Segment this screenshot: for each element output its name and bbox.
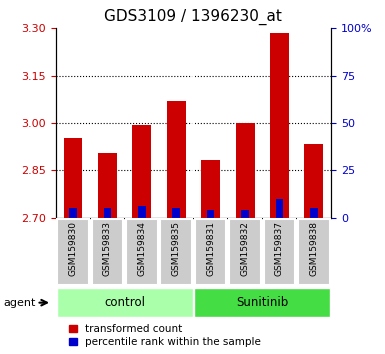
FancyBboxPatch shape	[298, 219, 330, 285]
Bar	[276, 199, 283, 218]
Bar	[132, 125, 151, 218]
Bar	[69, 208, 77, 218]
Text: control: control	[104, 296, 145, 309]
Text: GSM159831: GSM159831	[206, 221, 215, 276]
Bar	[104, 208, 111, 218]
Text: GSM159833: GSM159833	[103, 221, 112, 276]
FancyBboxPatch shape	[229, 219, 261, 285]
Legend: transformed count, percentile rank within the sample: transformed count, percentile rank withi…	[69, 324, 261, 347]
Bar	[270, 33, 289, 218]
Bar	[98, 153, 117, 218]
Bar	[138, 206, 146, 218]
Text: GSM159837: GSM159837	[275, 221, 284, 276]
Bar	[172, 208, 180, 218]
FancyBboxPatch shape	[57, 219, 89, 285]
Text: GSM159832: GSM159832	[241, 221, 249, 276]
Bar	[310, 208, 318, 218]
Text: GSM159838: GSM159838	[310, 221, 318, 276]
Text: Sunitinib: Sunitinib	[236, 296, 288, 309]
Text: GSM159830: GSM159830	[69, 221, 77, 276]
FancyBboxPatch shape	[195, 219, 226, 285]
Bar	[167, 101, 186, 218]
Text: GSM159835: GSM159835	[172, 221, 181, 276]
Bar	[241, 210, 249, 218]
FancyBboxPatch shape	[161, 219, 192, 285]
Text: GDS3109 / 1396230_at: GDS3109 / 1396230_at	[104, 9, 281, 25]
FancyBboxPatch shape	[194, 288, 330, 317]
Text: GSM159834: GSM159834	[137, 221, 146, 276]
FancyBboxPatch shape	[92, 219, 123, 285]
Text: agent: agent	[4, 298, 36, 308]
Bar	[305, 144, 323, 218]
FancyBboxPatch shape	[126, 219, 158, 285]
FancyBboxPatch shape	[264, 219, 295, 285]
Bar	[236, 123, 254, 218]
Bar	[207, 210, 214, 218]
Bar	[201, 160, 220, 218]
FancyBboxPatch shape	[57, 288, 192, 317]
Bar	[64, 138, 82, 218]
